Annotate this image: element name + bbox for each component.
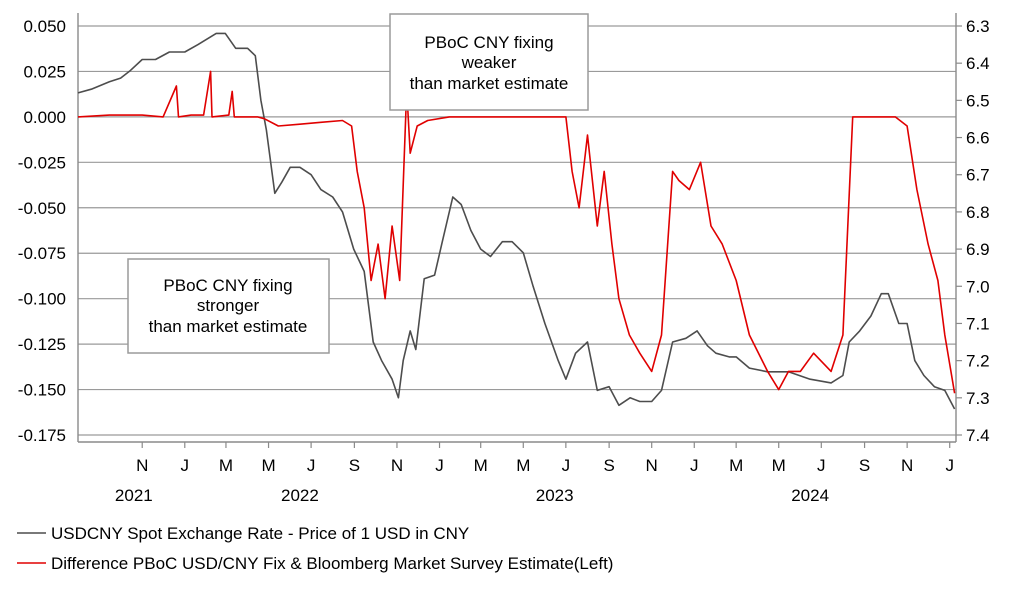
x-tick-label: J	[690, 456, 699, 475]
annotation-weaker-box	[389, 13, 589, 111]
annotations: PBoC CNY fixing weaker than market estim…	[127, 13, 589, 354]
x-tick-label: J	[945, 456, 954, 475]
legend: USDCNY Spot Exchange Rate - Price of 1 U…	[17, 524, 613, 573]
legend-label-diff: Difference PBoC USD/CNY Fix & Bloomberg …	[51, 554, 613, 573]
series-line-fix-difference	[77, 70, 956, 394]
x-year-label: 2023	[536, 486, 574, 505]
x-tick-label: M	[219, 456, 233, 475]
right-y-tick-label: 6.7	[966, 166, 990, 185]
right-y-tick-label: 6.5	[966, 91, 990, 110]
x-tick-label: S	[349, 456, 360, 475]
left-y-tick-label: -0.075	[18, 244, 66, 263]
annotation-stronger-line2: stronger	[197, 296, 260, 315]
left-y-tick-label: -0.175	[18, 426, 66, 445]
x-tick-label: J	[817, 456, 826, 475]
x-tick-label: M	[261, 456, 275, 475]
right-y-tick-label: 6.9	[966, 240, 990, 259]
x-tick-label: S	[859, 456, 870, 475]
left-y-tick-label: 0.050	[23, 17, 66, 36]
annotation-weaker-line1: PBoC CNY fixing	[424, 33, 553, 52]
right-y-tick-label: 7.2	[966, 352, 990, 371]
annotation-weaker: PBoC CNY fixing weaker than market estim…	[389, 13, 589, 111]
x-tick-label: N	[646, 456, 658, 475]
annotation-weaker-line3: than market estimate	[410, 74, 569, 93]
annotation-stronger: PBoC CNY fixing stronger than market est…	[127, 258, 330, 354]
right-y-tick-label: 6.6	[966, 129, 990, 148]
x-year-label: 2024	[791, 486, 829, 505]
right-y-tick-label: 7.3	[966, 389, 990, 408]
x-tick-label: J	[435, 456, 444, 475]
axes: 0.050 0.025 0.000 -0.025 -0.050 -0.075 -0.100 -…	[18, 13, 990, 505]
legend-item-diff: Difference PBoC USD/CNY Fix & Bloomberg …	[17, 554, 613, 573]
x-year-label: 2022	[281, 486, 319, 505]
left-y-tick-label: -0.150	[18, 381, 66, 400]
x-tick-label: M	[516, 456, 530, 475]
series-line-usdcny-spot	[77, 32, 956, 410]
left-y-tick-label: 0.000	[23, 108, 66, 127]
left-y-tick-label: 0.025	[23, 62, 66, 81]
x-tick-label: M	[772, 456, 786, 475]
x-tick-label: J	[307, 456, 316, 475]
right-y-tick-label: 6.4	[966, 54, 990, 73]
x-tick-label: N	[391, 456, 403, 475]
left-y-tick-label: -0.025	[18, 153, 66, 172]
x-tick-label: M	[474, 456, 488, 475]
right-y-tick-label: 7.1	[966, 314, 990, 333]
legend-label-spot: USDCNY Spot Exchange Rate - Price of 1 U…	[51, 524, 469, 543]
annotation-weaker-line2: weaker	[461, 53, 517, 72]
x-tick-label: J	[181, 456, 190, 475]
left-y-tick-label: -0.125	[18, 335, 66, 354]
x-year-label: 2021	[115, 486, 153, 505]
annotation-stronger-line1: PBoC CNY fixing	[163, 276, 292, 295]
x-tick-label: N	[136, 456, 148, 475]
annotation-stronger-box	[127, 258, 330, 354]
right-y-tick-label: 7.4	[966, 426, 990, 445]
right-y-tick-label: 6.8	[966, 203, 990, 222]
left-y-tick-label: -0.100	[18, 290, 66, 309]
right-y-tick-label: 7.0	[966, 277, 990, 296]
annotation-stronger-line3: than market estimate	[149, 317, 308, 336]
x-tick-label: S	[603, 456, 614, 475]
x-tick-label: N	[901, 456, 913, 475]
series-lines	[77, 32, 956, 410]
x-tick-label: J	[562, 456, 571, 475]
right-y-tick-label: 6.3	[966, 17, 990, 36]
left-y-tick-label: -0.050	[18, 199, 66, 218]
x-tick-label: M	[729, 456, 743, 475]
legend-item-spot: USDCNY Spot Exchange Rate - Price of 1 U…	[17, 524, 469, 543]
